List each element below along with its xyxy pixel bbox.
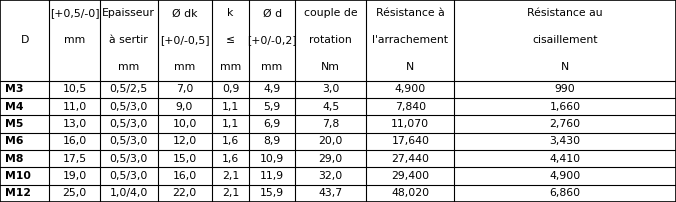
Text: 1,6: 1,6	[222, 154, 239, 164]
Text: 7,8: 7,8	[322, 119, 339, 129]
Text: 43,7: 43,7	[318, 188, 343, 198]
Text: 27,440: 27,440	[391, 154, 429, 164]
Text: [+0/-0,2]: [+0/-0,2]	[247, 35, 297, 45]
Text: mm: mm	[118, 62, 139, 72]
Text: 29,0: 29,0	[318, 154, 343, 164]
Text: 2,1: 2,1	[222, 171, 239, 181]
Text: M4: M4	[5, 102, 24, 112]
Text: Résistance à: Résistance à	[376, 8, 445, 18]
Text: 29,400: 29,400	[391, 171, 429, 181]
Text: 7,840: 7,840	[395, 102, 426, 112]
Text: M3: M3	[5, 84, 24, 95]
Text: l'arrachement: l'arrachement	[372, 35, 448, 45]
Text: 25,0: 25,0	[63, 188, 87, 198]
Text: 0,5/3,0: 0,5/3,0	[110, 154, 148, 164]
Text: mm: mm	[220, 62, 241, 72]
Text: M10: M10	[5, 171, 31, 181]
Text: 10,9: 10,9	[260, 154, 284, 164]
Text: 6,9: 6,9	[264, 119, 281, 129]
Text: 48,020: 48,020	[391, 188, 429, 198]
Text: 0,5/3,0: 0,5/3,0	[110, 136, 148, 146]
Text: Résistance au: Résistance au	[527, 8, 603, 18]
Text: mm: mm	[64, 35, 85, 45]
Text: ≤: ≤	[226, 35, 235, 45]
Text: M8: M8	[5, 154, 24, 164]
Text: 20,0: 20,0	[318, 136, 343, 146]
Text: 17,5: 17,5	[63, 154, 87, 164]
Text: 4,900: 4,900	[395, 84, 426, 95]
Text: 17,640: 17,640	[391, 136, 429, 146]
Text: 11,9: 11,9	[260, 171, 284, 181]
Text: 13,0: 13,0	[63, 119, 87, 129]
Text: 11,0: 11,0	[63, 102, 87, 112]
Text: 10,5: 10,5	[63, 84, 87, 95]
Text: Ø dk: Ø dk	[172, 8, 197, 18]
Text: 4,900: 4,900	[550, 171, 581, 181]
Text: 11,070: 11,070	[391, 119, 429, 129]
Text: Epaisseur: Epaisseur	[102, 8, 155, 18]
Text: 9,0: 9,0	[176, 102, 193, 112]
Text: N: N	[561, 62, 569, 72]
Text: [+0,5/-0]: [+0,5/-0]	[50, 8, 99, 18]
Text: 22,0: 22,0	[172, 188, 197, 198]
Text: 3,430: 3,430	[550, 136, 581, 146]
Text: 0,5/2,5: 0,5/2,5	[110, 84, 148, 95]
Text: D: D	[20, 35, 29, 45]
Text: rotation: rotation	[309, 35, 352, 45]
Text: 4,410: 4,410	[550, 154, 581, 164]
Text: 16,0: 16,0	[172, 171, 197, 181]
Text: k: k	[227, 8, 234, 18]
Text: 1,6: 1,6	[222, 136, 239, 146]
Text: 0,9: 0,9	[222, 84, 239, 95]
Text: 1,660: 1,660	[550, 102, 581, 112]
Text: Nm: Nm	[321, 62, 340, 72]
Text: M12: M12	[5, 188, 31, 198]
Text: mm: mm	[262, 62, 283, 72]
Text: 1,1: 1,1	[222, 119, 239, 129]
Text: à sertir: à sertir	[110, 35, 148, 45]
Text: 990: 990	[555, 84, 575, 95]
Text: M6: M6	[5, 136, 24, 146]
Text: Ø d: Ø d	[262, 8, 282, 18]
Text: [+0/-0,5]: [+0/-0,5]	[160, 35, 210, 45]
Text: cisaillement: cisaillement	[533, 35, 598, 45]
Text: 32,0: 32,0	[318, 171, 343, 181]
Text: 2,1: 2,1	[222, 188, 239, 198]
Text: 12,0: 12,0	[172, 136, 197, 146]
Text: 5,9: 5,9	[264, 102, 281, 112]
Text: 1,0/4,0: 1,0/4,0	[110, 188, 148, 198]
Text: 0,5/3,0: 0,5/3,0	[110, 171, 148, 181]
Text: 10,0: 10,0	[172, 119, 197, 129]
Text: couple de: couple de	[304, 8, 358, 18]
Text: 0,5/3,0: 0,5/3,0	[110, 102, 148, 112]
Text: 16,0: 16,0	[63, 136, 87, 146]
Text: 15,9: 15,9	[260, 188, 284, 198]
Text: mm: mm	[174, 62, 195, 72]
Text: 0,5/3,0: 0,5/3,0	[110, 119, 148, 129]
Text: 1,1: 1,1	[222, 102, 239, 112]
Text: 4,9: 4,9	[264, 84, 281, 95]
Text: 15,0: 15,0	[172, 154, 197, 164]
Text: M5: M5	[5, 119, 24, 129]
Text: N: N	[406, 62, 414, 72]
Text: 3,0: 3,0	[322, 84, 339, 95]
Text: 2,760: 2,760	[550, 119, 581, 129]
Text: 19,0: 19,0	[63, 171, 87, 181]
Text: 4,5: 4,5	[322, 102, 339, 112]
Text: 6,860: 6,860	[550, 188, 581, 198]
Text: 7,0: 7,0	[176, 84, 193, 95]
Text: 8,9: 8,9	[264, 136, 281, 146]
